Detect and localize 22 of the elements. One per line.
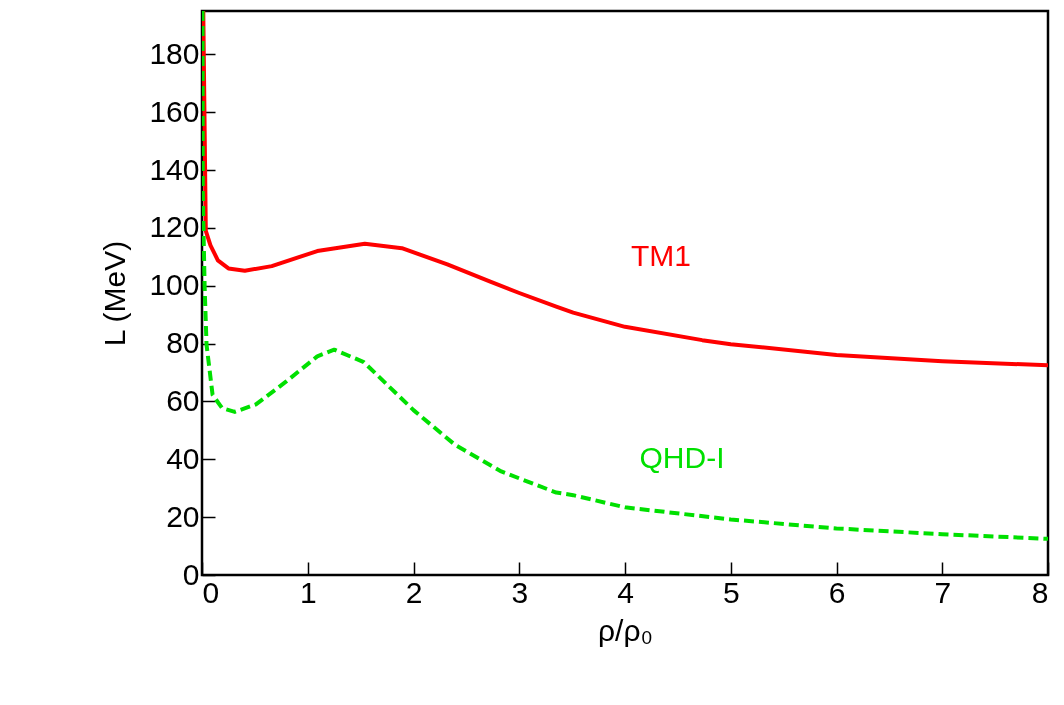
x-tick-label: 4 <box>617 575 634 609</box>
y-tick-label: 160 <box>149 94 200 128</box>
y-tick-label: 60 <box>166 383 200 417</box>
x-tick-label: 6 <box>828 575 846 609</box>
x-tick-label: 5 <box>722 575 740 609</box>
y-tick-label: 120 <box>149 210 200 244</box>
x-tick-label: 3 <box>511 575 529 609</box>
y-tick-label: 180 <box>149 36 200 70</box>
x-axis-title: ρ/ρ₀ <box>598 613 653 647</box>
line-series <box>202 11 1048 541</box>
y-tick-label: 140 <box>149 152 200 186</box>
y-tick-label: 80 <box>166 326 200 360</box>
x-tick-label: 1 <box>299 575 317 609</box>
annotation: QHD-I <box>639 441 725 474</box>
x-tick-label: 7 <box>934 575 952 609</box>
y-tick-label: 20 <box>166 499 200 533</box>
x-tick-label: 2 <box>405 575 423 609</box>
y-axis-title: L (MeV) <box>98 240 132 347</box>
y-tick-label: 100 <box>149 268 200 302</box>
y-tick-label: 40 <box>166 441 200 475</box>
annotation: TM1 <box>631 239 691 272</box>
x-tick-label: 8 <box>1031 575 1049 609</box>
